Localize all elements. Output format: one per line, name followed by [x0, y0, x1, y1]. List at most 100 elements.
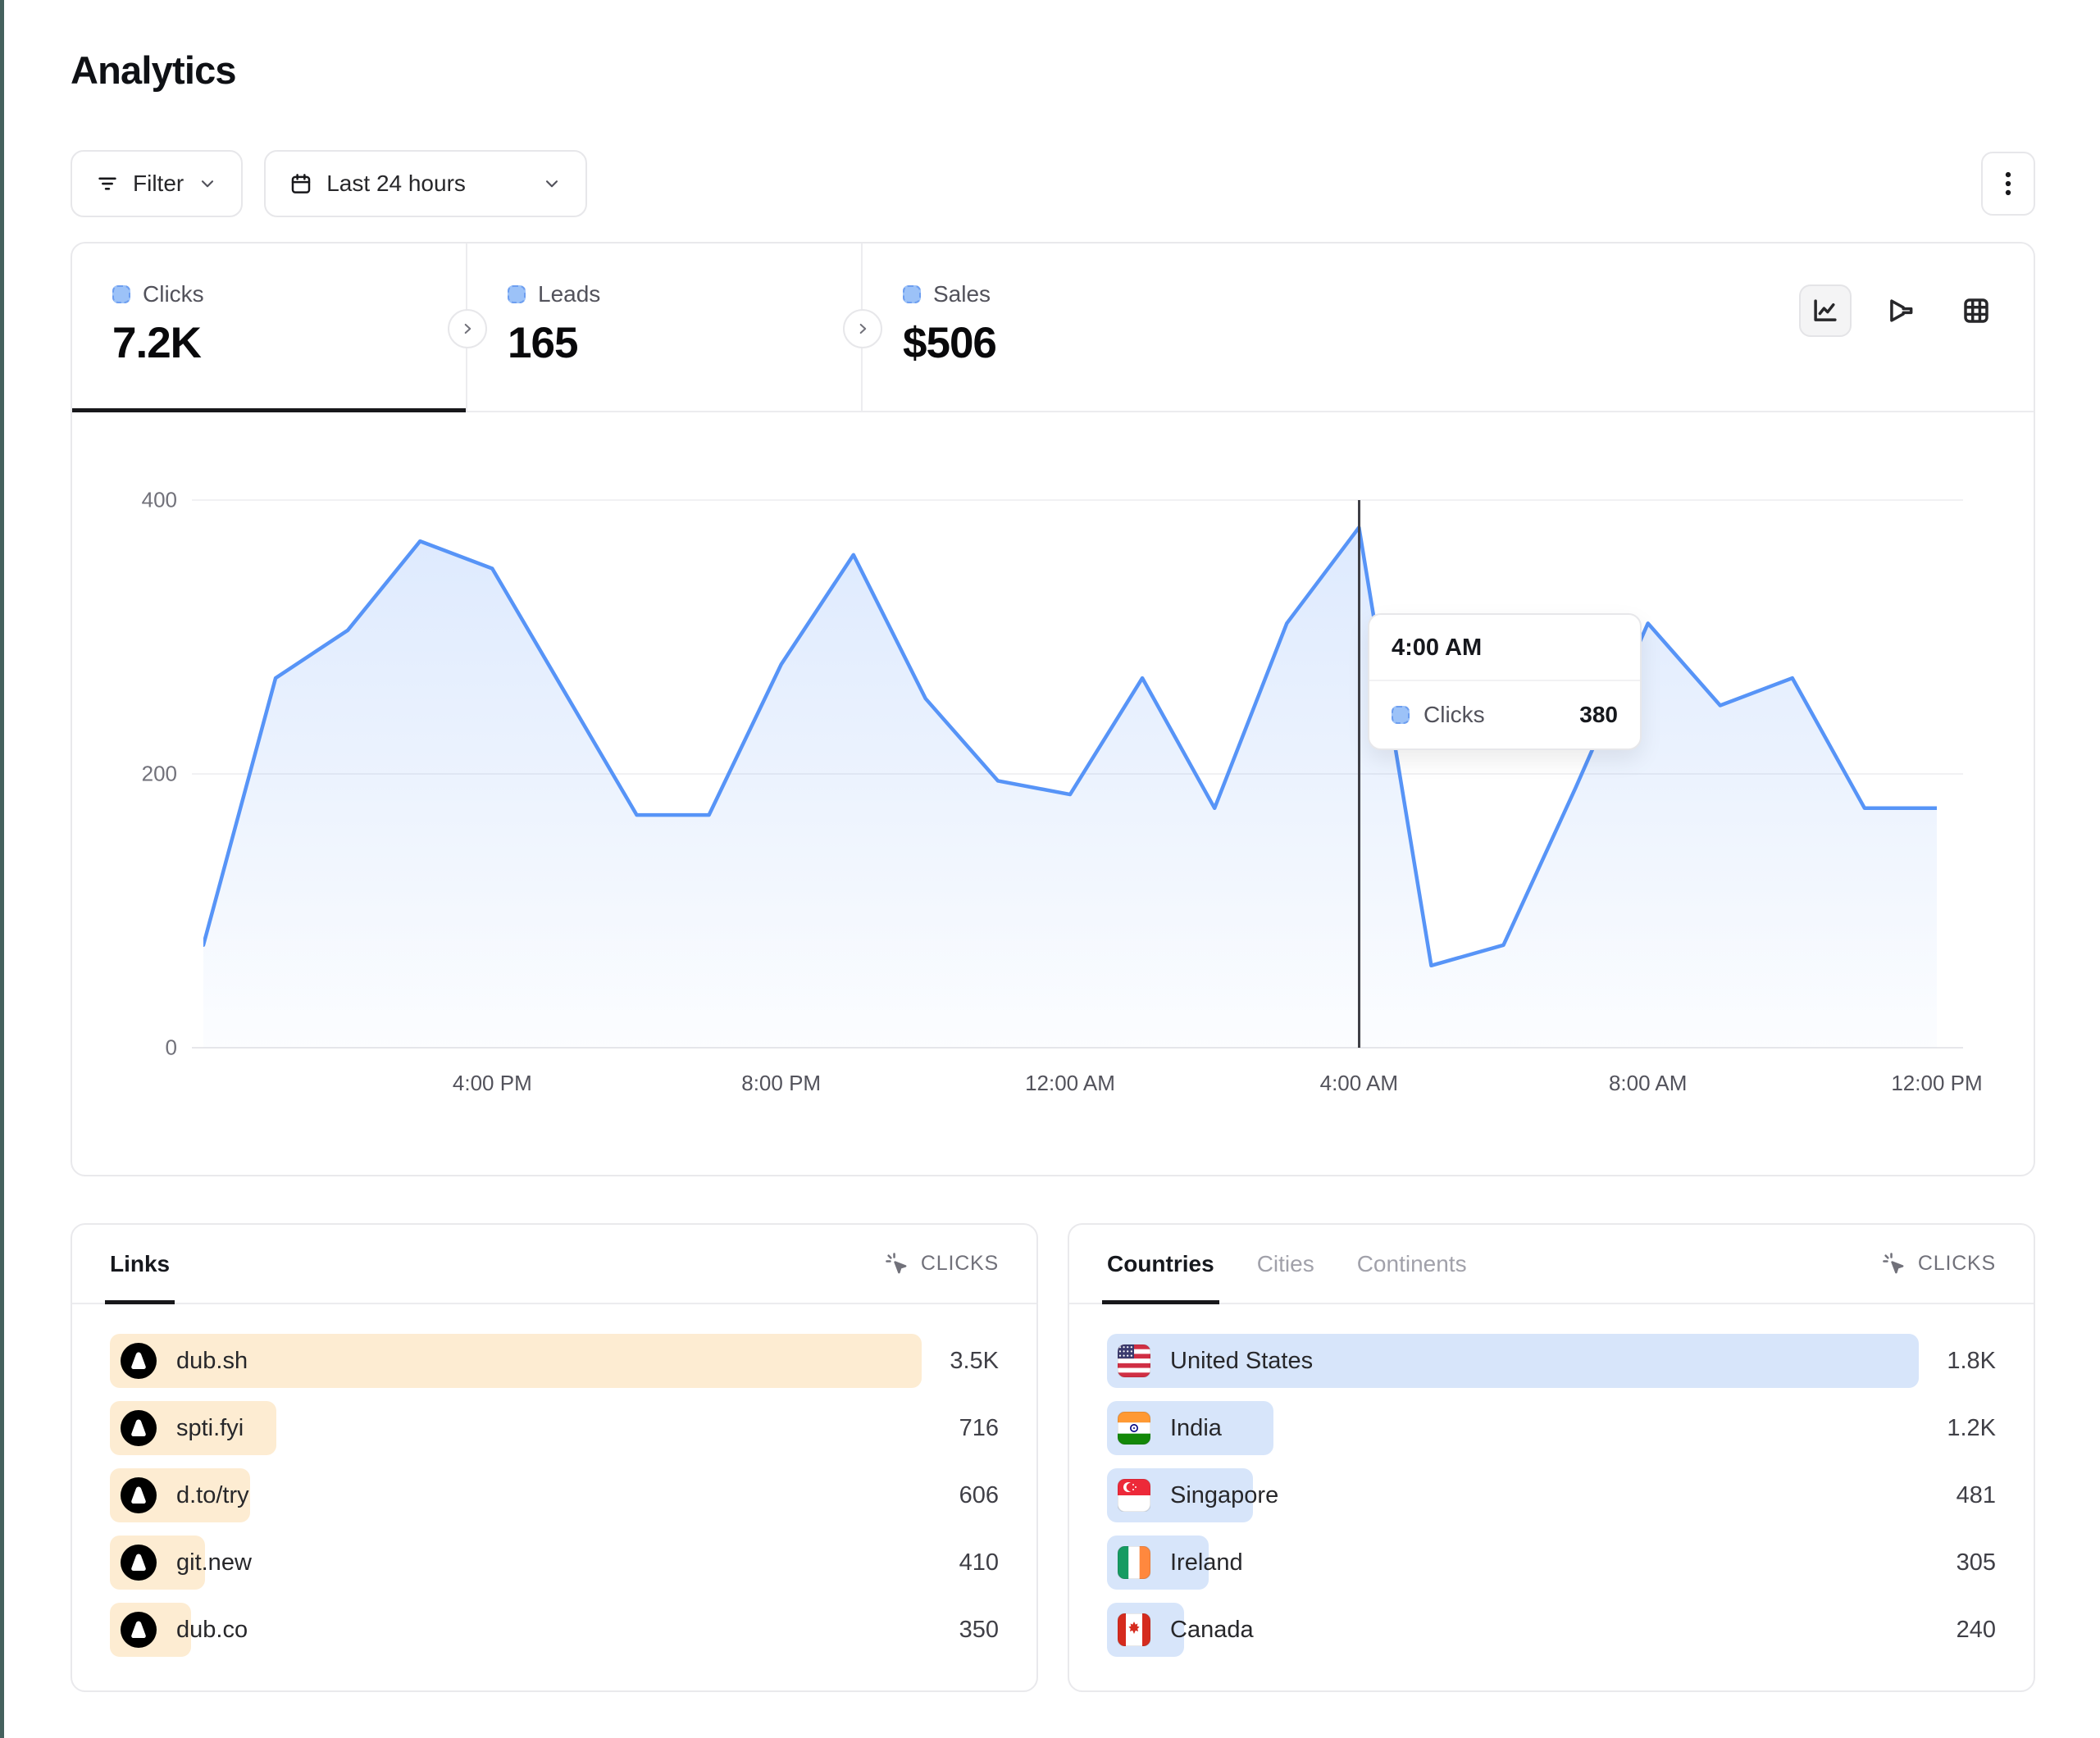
table-view-button[interactable] — [1950, 284, 2002, 337]
chevron-down-icon — [197, 173, 218, 194]
analytics-chart-card: Clicks 7.2K Leads 165 Sales $506 — [71, 242, 2035, 1176]
chart-line — [203, 525, 1937, 968]
chart-area-fill — [203, 527, 1937, 1048]
expand-leads-button[interactable] — [448, 309, 487, 348]
tooltip-series-value: 380 — [1579, 702, 1618, 727]
dub-logo-icon — [121, 1410, 157, 1446]
list-item[interactable]: d.to/try 606 — [110, 1468, 999, 1522]
filter-button[interactable]: Filter — [71, 150, 244, 217]
tab-clicks[interactable]: Clicks 7.2K — [72, 243, 467, 412]
value-bar — [110, 1334, 922, 1388]
kebab-menu-icon — [1996, 170, 2020, 198]
tab-label: Cities — [1256, 1250, 1314, 1276]
page-title: Analytics — [71, 48, 237, 92]
links-metric-selector[interactable]: CLICKS — [884, 1251, 999, 1277]
list-item[interactable]: United States 1.8K — [1107, 1334, 1996, 1388]
links-panel: Links CLICKS dub.sh 3.5K spti.fyi 716 d.to/t… — [71, 1223, 1038, 1692]
chevron-down-icon — [541, 173, 563, 194]
clicks-area-chart — [203, 525, 1937, 1048]
funnel-view-button[interactable] — [1875, 284, 1927, 337]
tab-sales-value: $506 — [903, 319, 997, 367]
tab-leads-value: 165 — [508, 319, 578, 367]
chart-crosshair — [1357, 500, 1360, 1048]
list-item[interactable]: spti.fyi 716 — [110, 1401, 999, 1455]
tab-links[interactable]: Links — [104, 1225, 175, 1304]
x-tick-label: 12:00 AM — [1025, 1071, 1115, 1095]
countries-list: United States 1.8K India 1.2K Singapore 481 Ir… — [1069, 1304, 2034, 1657]
metric-tabs: Clicks 7.2K Leads 165 Sales $506 — [72, 243, 2034, 412]
gridline-400 — [192, 499, 1963, 501]
sg-flag-icon — [1118, 1479, 1150, 1512]
clicks-chart[interactable]: 400 200 0 4:00 PM 8:00 PM 12:00 AM 4:00 AM 8:0… — [72, 412, 2034, 1175]
tab-leads[interactable]: Leads 165 — [467, 243, 863, 411]
chevron-right-icon — [854, 320, 872, 338]
list-item[interactable]: Singapore 481 — [1107, 1468, 1996, 1522]
list-item-label: United States — [1170, 1347, 1314, 1374]
countries-panel-header: Countries Cities Continents CLICKS — [1069, 1225, 2034, 1304]
filter-button-label: Filter — [133, 171, 184, 196]
tab-label: Continents — [1356, 1250, 1467, 1276]
links-panel-header: Links CLICKS — [72, 1225, 1036, 1304]
table-grid-icon — [1961, 295, 1992, 326]
list-item[interactable]: Canada 240 — [1107, 1603, 1996, 1657]
list-item-value: 716 — [959, 1414, 999, 1441]
list-item-value: 240 — [1956, 1616, 1996, 1643]
list-item-value: 481 — [1956, 1481, 1996, 1508]
y-tick-label: 400 — [141, 487, 177, 512]
date-range-button[interactable]: Last 24 hours — [264, 150, 588, 217]
tab-countries[interactable]: Countries — [1102, 1225, 1219, 1304]
list-item-label: git.new — [176, 1549, 252, 1576]
x-tick-label: 8:00 PM — [741, 1071, 822, 1095]
expand-sales-button[interactable] — [843, 309, 882, 348]
tab-leads-label: Leads — [538, 281, 601, 307]
tooltip-series-label: Clicks — [1424, 702, 1485, 727]
value-bar — [1107, 1334, 1919, 1388]
us-flag-icon — [1118, 1344, 1150, 1377]
line-chart-icon — [1810, 295, 1841, 326]
line-chart-view-button[interactable] — [1799, 284, 1852, 337]
list-item-label: d.to/try — [176, 1481, 249, 1508]
sales-legend-square-icon — [903, 285, 921, 303]
list-item-value: 1.2K — [1947, 1414, 1996, 1441]
list-item[interactable]: dub.sh 3.5K — [110, 1334, 999, 1388]
tab-sales[interactable]: Sales $506 — [863, 243, 1258, 411]
countries-metric-selector[interactable]: CLICKS — [1881, 1251, 1996, 1277]
filter-icon — [95, 171, 120, 196]
chart-type-toggle — [1799, 284, 2002, 337]
cursor-click-icon — [1881, 1251, 1907, 1277]
ca-flag-icon — [1118, 1613, 1150, 1646]
x-tick-label: 4:00 AM — [1319, 1071, 1399, 1095]
y-tick-label: 0 — [165, 1035, 177, 1060]
tooltip-series-square-icon — [1392, 706, 1410, 724]
gridline-200 — [192, 773, 1963, 775]
in-flag-icon — [1118, 1412, 1150, 1445]
list-item[interactable]: dub.co 350 — [110, 1603, 999, 1657]
tab-sales-label: Sales — [933, 281, 991, 307]
clicks-legend-square-icon — [112, 285, 130, 303]
chart-tooltip: 4:00 AM Clicks 380 — [1368, 613, 1642, 750]
x-tick-label: 12:00 PM — [1891, 1071, 1983, 1095]
list-item-value: 3.5K — [950, 1347, 999, 1374]
tab-cities[interactable]: Cities — [1257, 1225, 1314, 1303]
list-item-label: India — [1170, 1414, 1222, 1441]
cursor-click-icon — [884, 1251, 910, 1277]
list-item[interactable]: git.new 410 — [110, 1536, 999, 1590]
more-options-button[interactable] — [1981, 152, 2035, 216]
list-item[interactable]: India 1.2K — [1107, 1401, 1996, 1455]
dub-logo-icon — [121, 1477, 157, 1513]
date-range-label: Last 24 hours — [326, 171, 466, 196]
list-item-label: Canada — [1170, 1616, 1254, 1643]
links-list: dub.sh 3.5K spti.fyi 716 d.to/try 606 git.new 4… — [72, 1304, 1036, 1657]
list-item-label: dub.co — [176, 1616, 248, 1643]
list-item-value: 1.8K — [1947, 1347, 1996, 1374]
dub-logo-icon — [121, 1545, 157, 1581]
tooltip-time: 4:00 AM — [1369, 615, 1640, 681]
list-item-label: Ireland — [1170, 1549, 1243, 1576]
chevron-right-icon — [458, 320, 476, 338]
leads-legend-square-icon — [508, 285, 526, 303]
dub-logo-icon — [121, 1343, 157, 1379]
list-item[interactable]: Ireland 305 — [1107, 1536, 1996, 1590]
tab-continents[interactable]: Continents — [1357, 1225, 1467, 1303]
dub-logo-icon — [121, 1612, 157, 1648]
